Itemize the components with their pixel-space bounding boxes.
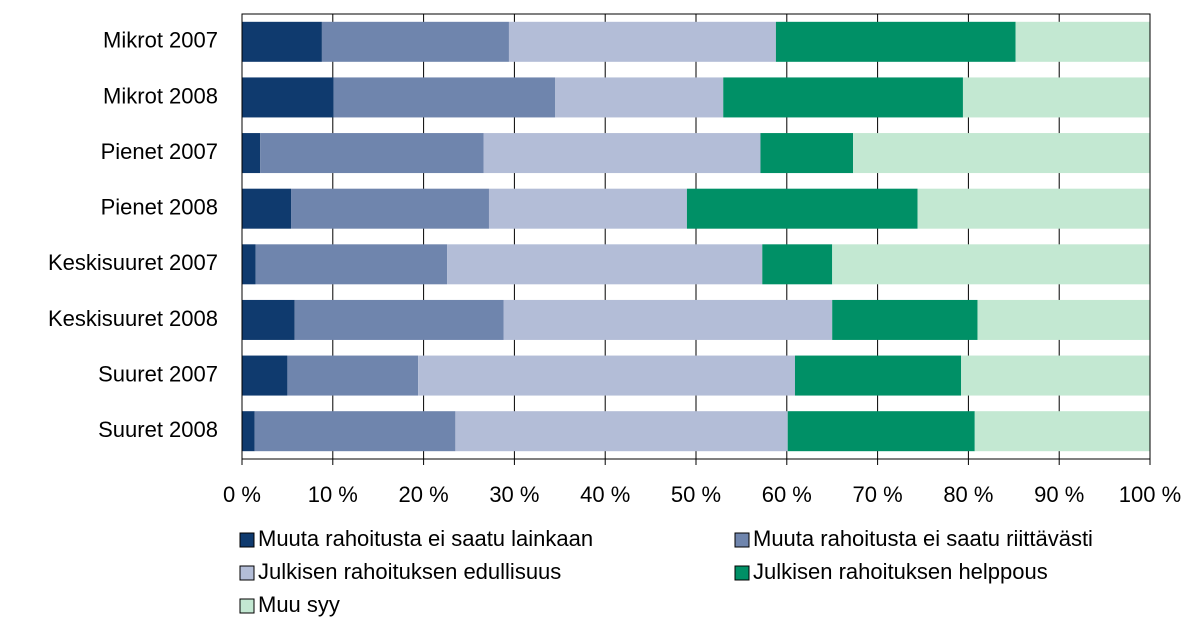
bar-segment: [974, 411, 1150, 452]
bar-segment: [333, 77, 556, 118]
bar-segment: [853, 133, 1150, 174]
bar-segment: [255, 244, 448, 285]
bar-segment: [287, 355, 419, 396]
bar-segment: [294, 299, 504, 340]
bar-segment: [962, 77, 1150, 118]
bar-segment: [977, 299, 1150, 340]
bar-segment: [242, 244, 256, 285]
legend-label: Julkisen rahoituksen helppous: [753, 559, 1048, 584]
legend-swatch: [239, 532, 255, 548]
legend-label: Julkisen rahoituksen edullisuus: [258, 559, 561, 584]
bar-segment: [832, 244, 1150, 285]
x-tick-label: 0 %: [223, 482, 261, 507]
bar-segment: [242, 133, 261, 174]
x-tick-label: 30 %: [489, 482, 539, 507]
bar-segment: [260, 133, 484, 174]
bar-segment: [321, 21, 509, 62]
y-tick-label: Pienet 2007: [101, 139, 218, 164]
bar-segment: [242, 77, 334, 118]
bar-segment: [291, 188, 489, 229]
bar-segment: [483, 133, 761, 174]
bar-segment: [508, 21, 776, 62]
bar-segment: [242, 188, 292, 229]
bar-segment: [832, 299, 978, 340]
y-tick-label: Keskisuuret 2008: [48, 306, 218, 331]
legend-label: Muu syy: [258, 592, 340, 617]
bar-segment: [775, 21, 1016, 62]
legend-swatch: [734, 565, 750, 581]
y-tick-label: Suuret 2008: [98, 417, 218, 442]
bar-segment: [760, 133, 854, 174]
bar-segment: [762, 244, 833, 285]
legend-swatch: [239, 565, 255, 581]
x-tick-label: 70 %: [853, 482, 903, 507]
bar-segment: [723, 77, 963, 118]
plot-border: [241, 13, 1151, 460]
bar-segment: [242, 411, 255, 452]
bar-segment: [488, 188, 687, 229]
legend-swatch: [239, 598, 255, 614]
legend-label: Muuta rahoitusta ei saatu riittävästi: [753, 526, 1093, 551]
x-tick-label: 100 %: [1119, 482, 1181, 507]
bar-segment: [254, 411, 456, 452]
y-tick-label: Keskisuuret 2007: [48, 250, 218, 275]
bar-segment: [917, 188, 1150, 229]
y-tick-label: Suuret 2007: [98, 361, 218, 386]
bar-segment: [242, 299, 295, 340]
y-tick-label: Mikrot 2007: [103, 28, 218, 53]
bar-segment: [555, 77, 724, 118]
bar-segment: [242, 355, 288, 396]
y-tick-label: Mikrot 2008: [103, 83, 218, 108]
x-tick-label: 80 %: [943, 482, 993, 507]
legend-label: Muuta rahoitusta ei saatu lainkaan: [258, 526, 593, 551]
bar-segment: [794, 355, 962, 396]
bar-segment: [961, 355, 1150, 396]
x-tick-label: 90 %: [1034, 482, 1084, 507]
x-tick-label: 40 %: [580, 482, 630, 507]
x-tick-label: 50 %: [671, 482, 721, 507]
x-tick-label: 20 %: [399, 482, 449, 507]
y-tick-label: Pienet 2008: [101, 195, 218, 220]
bar-segment: [503, 299, 833, 340]
x-tick-label: 10 %: [308, 482, 358, 507]
bar-segment: [455, 411, 788, 452]
x-tick-label: 60 %: [762, 482, 812, 507]
legend-swatch: [734, 532, 750, 548]
bar-segment: [418, 355, 795, 396]
bar-segment: [242, 21, 322, 62]
bar-segment: [1015, 21, 1150, 62]
bar-segment: [686, 188, 918, 229]
bar-segment: [787, 411, 975, 452]
bar-segment: [447, 244, 763, 285]
